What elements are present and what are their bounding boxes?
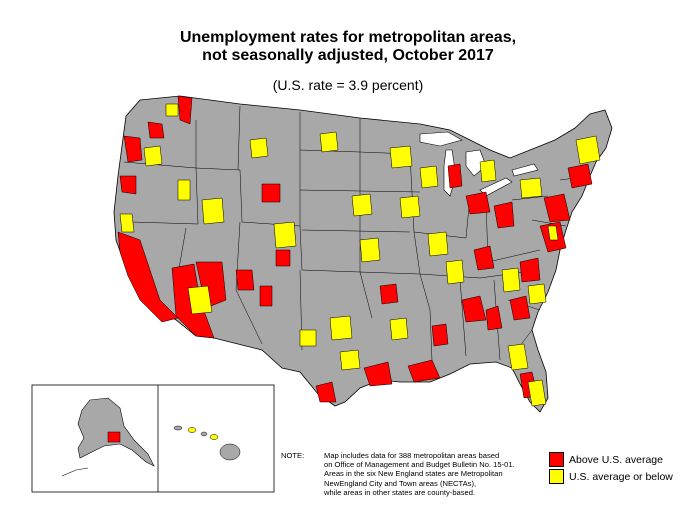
legend-item-below: U.S. average or below (549, 469, 673, 484)
hawaii-islands (173, 425, 241, 461)
metro-casper (261, 183, 281, 203)
metro-omaha (351, 193, 373, 217)
metro-austin (339, 349, 361, 371)
metro-michigan (479, 159, 497, 183)
metro-dc-suburb (547, 225, 559, 241)
lake-superior (419, 131, 463, 147)
metro-connecticut (567, 163, 593, 189)
map-title-line2: not seasonally adjusted, October 2017 (202, 47, 494, 64)
metro-columbia (509, 295, 531, 321)
metro-brownsville (315, 381, 337, 403)
metro-oregon (119, 175, 137, 195)
metro-anchorage (107, 431, 121, 443)
map-subtitle: (U.S. rate = 3.9 percent) (272, 77, 424, 93)
metro-boise (177, 179, 191, 201)
metro-pittsburgh (493, 201, 515, 229)
legend-item-above: Above U.S. average (549, 452, 663, 467)
metro-kansas-city (359, 237, 381, 263)
legend-label-above: Above U.S. average (569, 453, 663, 466)
metro-wa-east (177, 95, 193, 125)
metro-virginia (519, 257, 541, 283)
note-line: Map includes data for 388 metropolitan a… (324, 451, 500, 460)
metro-wa-small (165, 103, 179, 117)
lake-ontario (511, 163, 539, 177)
metro-kentucky (473, 245, 495, 271)
metro-minneapolis (389, 145, 413, 169)
legend-swatch-above (549, 452, 564, 467)
metro-bay-area (119, 213, 135, 233)
metro-st-louis (427, 231, 449, 257)
metro-arkansas (379, 283, 399, 305)
metro-charlotte (501, 267, 521, 293)
metro-portland-area (143, 145, 163, 167)
metro-california-central-valley (117, 231, 179, 323)
note-line: NewEngland City and Town areas (NECTAs), (324, 478, 477, 488)
note-line: Areas in the six New England states are … (324, 469, 503, 479)
metro-ohio (465, 191, 491, 215)
legend-label-below: U.S. average or below (569, 470, 673, 483)
metros-above-average (117, 95, 593, 403)
legend-swatch-below (549, 469, 564, 484)
metro-albuquerque (259, 285, 273, 307)
metro-miami (527, 379, 547, 407)
metro-nashville (445, 259, 465, 285)
metro-midland (299, 329, 317, 347)
metro-birmingham (461, 295, 487, 323)
note-line: on Office of Management and Budget Bulle… (324, 460, 515, 470)
metro-montana (249, 137, 269, 159)
metro-louisiana (407, 359, 441, 383)
metro-shreveport (389, 317, 409, 341)
map-title-line1: Unemployment rates for metropolitan area… (179, 29, 517, 46)
metro-jacksonville (507, 343, 529, 371)
note-line: while areas in other states are county-b… (324, 487, 476, 497)
metro-mississippi (431, 323, 449, 347)
metro-des-moines (399, 195, 421, 219)
metro-seattle (123, 135, 143, 163)
metro-fargo (319, 131, 339, 153)
metro-madison (419, 165, 439, 189)
metro-new-england (575, 135, 601, 165)
note-text: Map includes data for 388 metropolitan a… (324, 451, 534, 497)
metro-salt-lake (201, 197, 225, 225)
metro-atlanta (485, 305, 503, 331)
metro-tucson (187, 285, 213, 315)
metro-denver (273, 221, 297, 249)
metro-philadelphia (543, 193, 571, 223)
metro-dallas (329, 315, 353, 341)
metro-houston (363, 361, 393, 387)
metro-wa-north (147, 121, 165, 139)
metro-pueblo (275, 249, 291, 267)
metro-flagstaff (235, 269, 255, 291)
metro-raleigh (527, 283, 547, 305)
note-label: NOTE: (281, 451, 305, 460)
aleutian-islands (61, 467, 89, 477)
metro-chicago (447, 163, 463, 189)
metros-below-average (119, 103, 601, 407)
inset-frame (31, 384, 275, 493)
metro-new-york-upstate (519, 177, 543, 199)
